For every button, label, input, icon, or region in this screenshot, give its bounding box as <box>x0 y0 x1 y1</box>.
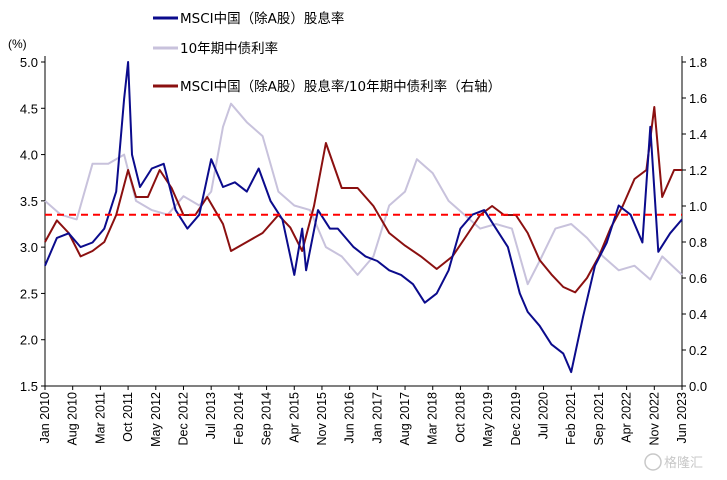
watermark: 格隆汇 <box>644 453 703 471</box>
series-group <box>44 61 683 374</box>
right-tick-label: 1.0 <box>689 199 707 214</box>
left-tick-label: 2.0 <box>20 333 38 348</box>
x-tick-label: Jun 2023 <box>675 392 689 443</box>
right-tick-label: 1.2 <box>689 163 707 178</box>
x-tick-label: Apr 2015 <box>287 392 301 443</box>
x-tick-label: Apr 2022 <box>620 392 634 443</box>
series-line-2 <box>44 106 682 294</box>
left-tick-label: 4.5 <box>20 101 38 116</box>
right-tick-label: 0.6 <box>689 271 707 286</box>
x-tick-label: Mar 2011 <box>93 392 107 444</box>
x-tick-label: Sep 2014 <box>260 392 274 446</box>
x-tick-label: Nov 2015 <box>315 392 329 446</box>
right-tick-label: 0.4 <box>689 307 707 322</box>
x-tick-label: Dec 2019 <box>509 392 523 446</box>
x-tick-label: Feb 2021 <box>564 392 578 445</box>
x-tick-label: Jul 2013 <box>204 392 218 439</box>
watermark-text: 格隆汇 <box>664 455 703 471</box>
legend-label-1: 10年期中债利率 <box>180 40 278 57</box>
x-tick-label: Jan 2010 <box>38 392 52 443</box>
right-tick-label: 0.2 <box>689 343 707 358</box>
x-tick-label: Aug 2010 <box>66 392 80 446</box>
legend-label-0: MSCI中国（除A股）股息率 <box>180 10 344 27</box>
right-tick-label: 1.4 <box>689 127 707 142</box>
legend-label-2: MSCI中国（除A股）股息率/10年期中债利率（右轴） <box>180 78 501 95</box>
x-tick-label: Aug 2017 <box>398 392 412 446</box>
x-tick-label: Oct 2018 <box>453 392 467 443</box>
left-tick-label: 4.0 <box>20 148 38 163</box>
series-line-0 <box>44 61 683 374</box>
axes: 1.5 2.0 2.5 3.0 3.5 4.0 4.5 5.0 0.0 0.2 0.4 0.6 0.8 1… <box>20 55 707 447</box>
x-tick-label: Jan 2017 <box>370 392 384 443</box>
x-tick-label: Mar 2018 <box>426 392 440 445</box>
x-tick-label: May 2012 <box>149 392 163 447</box>
left-tick-label: 2.5 <box>20 286 38 301</box>
right-tick-label: 1.6 <box>689 91 707 106</box>
series-line-1 <box>44 102 683 286</box>
left-tick-label: 5.0 <box>20 55 38 70</box>
right-tick-label: 1.8 <box>689 55 707 70</box>
left-tick-label: 3.5 <box>20 194 38 209</box>
x-tick-label: Jun 2016 <box>343 392 357 443</box>
left-axis-unit-label: (%) <box>8 37 27 51</box>
x-tick-label: Jul 2020 <box>537 392 551 439</box>
right-tick-label: 0.0 <box>689 379 707 394</box>
x-tick-label: Sep 2021 <box>592 392 606 446</box>
left-tick-label: 1.5 <box>20 379 38 394</box>
left-tick-label: 3.0 <box>20 240 38 255</box>
x-tick-label: Dec 2012 <box>176 392 190 446</box>
x-tick-label: May 2019 <box>481 392 495 447</box>
right-tick-label: 0.8 <box>689 235 707 250</box>
x-tick-label: Oct 2011 <box>121 392 135 442</box>
legend: MSCI中国（除A股）股息率 10年期中债利率 MSCI中国（除A股）股息率/10年… <box>153 10 501 95</box>
x-tick-label: Feb 2014 <box>232 392 246 445</box>
x-tick-label: Nov 2022 <box>647 392 661 446</box>
watermark-logo-icon <box>644 453 662 471</box>
